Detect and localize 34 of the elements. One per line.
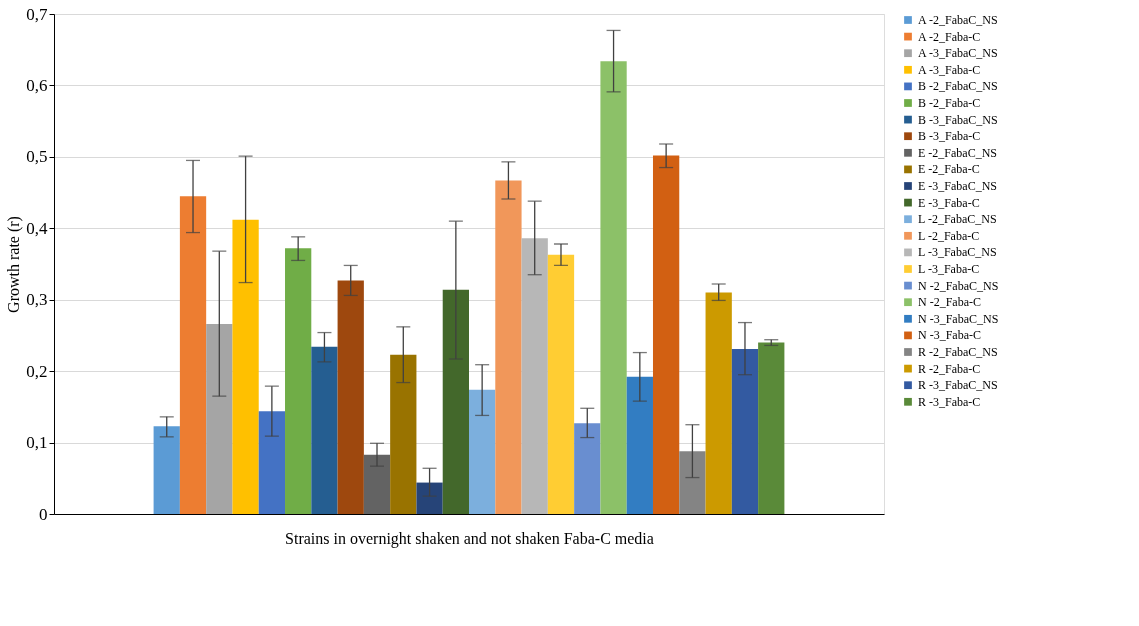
y-tick-label: 0,2 (26, 361, 48, 381)
y-axis-title: Growth rate (r) (5, 216, 24, 313)
legend-label: N -2_Faba-C (918, 295, 981, 310)
legend-label: N -2_FabaC_NS (918, 278, 999, 293)
legend-label: A -3_FabaC_NS (918, 46, 998, 61)
x-axis-title: Strains in overnight shaken and not shaken Faba-C media (285, 529, 654, 548)
legend-label: B -2_Faba-C (918, 96, 981, 110)
legend-label: R -2_Faba-C (918, 361, 981, 376)
legend-label: A -2_FabaC_NS (918, 13, 998, 27)
legend-label: N -3_FabaC_NS (918, 311, 999, 326)
legend-label: L -2_FabaC_NS (918, 212, 997, 227)
y-tick-label: 0 (39, 504, 48, 524)
legend-label: E -2_Faba-C (918, 162, 980, 177)
y-tick-label: 0,6 (26, 75, 48, 95)
y-tick-label: 0,5 (26, 147, 48, 167)
legend-label: B -3_FabaC_NS (918, 112, 998, 127)
y-tick-label: 0,1 (26, 433, 48, 453)
legend-label: A -2_Faba-C (918, 29, 981, 44)
legend-label: L -2_Faba-C (918, 228, 980, 243)
legend-label: L -3_Faba-C (918, 262, 980, 276)
y-tick-label: 0,4 (26, 218, 48, 238)
y-tick-label: 0,3 (26, 290, 48, 310)
legend-label: R -3_Faba-C (918, 394, 981, 409)
legend-label: E -3_Faba-C (918, 195, 980, 210)
legend-label: B -3_Faba-C (918, 129, 981, 144)
legend-label: N -3_Faba-C (918, 328, 981, 343)
legend-label: B -2_FabaC_NS (918, 79, 998, 94)
legend-label: R -2_FabaC_NS (918, 345, 998, 359)
legend-label: A -3_Faba-C (918, 62, 981, 77)
legend-label: E -3_FabaC_NS (918, 179, 997, 193)
legend-label: R -3_FabaC_NS (918, 378, 998, 393)
legend-label: E -2_FabaC_NS (918, 145, 997, 160)
y-tick-label: 0,7 (26, 4, 48, 24)
legend-label: L -3_FabaC_NS (918, 245, 997, 260)
